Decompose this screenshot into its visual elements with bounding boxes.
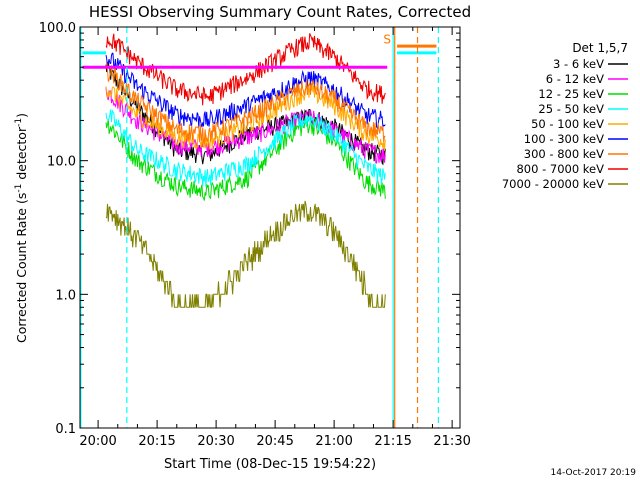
series-line-1 bbox=[105, 61, 386, 166]
legend-label-2: 6 - 12 keV bbox=[546, 72, 604, 86]
x-tick-label: 20:30 bbox=[197, 434, 234, 449]
x-tick-label: 20:00 bbox=[79, 434, 116, 449]
x-axis-label: Start Time (08-Dec-15 19:54:22) bbox=[164, 457, 376, 472]
legend-label-7: 300 - 800 keV bbox=[524, 147, 604, 161]
y-tick-label: 1.0 bbox=[55, 288, 76, 303]
series-line-5 bbox=[105, 84, 386, 151]
series-line-4 bbox=[105, 109, 386, 187]
legend-label-8: 800 - 7000 keV bbox=[516, 162, 604, 176]
y-label-tail: detector bbox=[14, 126, 29, 184]
legend-label-9: 7000 - 20000 keV bbox=[502, 177, 604, 191]
y-label-sup2: -1 bbox=[14, 118, 24, 127]
series-line-9 bbox=[106, 200, 386, 308]
y-tick-label: 10.0 bbox=[47, 155, 76, 170]
series-line-8 bbox=[105, 33, 386, 106]
axes-frame bbox=[79, 26, 461, 429]
annotation-label: S bbox=[383, 33, 391, 47]
y-tick-label: 0.1 bbox=[55, 422, 76, 437]
legend-label-4: 25 - 50 keV bbox=[538, 102, 604, 116]
legend-label-3: 12 - 25 keV bbox=[538, 87, 604, 101]
legend-label-1: 3 - 6 keV bbox=[553, 57, 604, 71]
y-label-main: Corrected Count Rate (s bbox=[14, 193, 29, 343]
y-axis-label: Corrected Count Rate (s-1 detector-1) bbox=[14, 113, 29, 343]
series-line-7 bbox=[105, 62, 386, 145]
footer-date: 14-Oct-2017 20:19 bbox=[551, 468, 637, 478]
x-tick-label: 20:15 bbox=[138, 434, 175, 449]
legend-label-6: 100 - 300 keV bbox=[524, 132, 604, 146]
x-tick-label: 20:45 bbox=[256, 434, 293, 449]
x-tick-label: 21:15 bbox=[374, 434, 411, 449]
chart-title: HESSI Observing Summary Count Rates, Cor… bbox=[89, 3, 471, 21]
y-tick-label: 100.0 bbox=[39, 21, 76, 36]
y-label-sup: -1 bbox=[14, 184, 24, 193]
y-label-close: ) bbox=[14, 113, 29, 118]
legend-title: Det 1,5,7 bbox=[572, 41, 628, 55]
legend-label-5: 50 - 100 keV bbox=[531, 117, 604, 131]
plot-area: S bbox=[80, 27, 439, 428]
x-tick-label: 21:00 bbox=[315, 434, 352, 449]
x-tick-label: 21:30 bbox=[433, 434, 470, 449]
axis-ticks: 20:00 20:15 20:30 20:45 21:00 21:15 21:30 0.1 1.… bbox=[39, 21, 471, 449]
